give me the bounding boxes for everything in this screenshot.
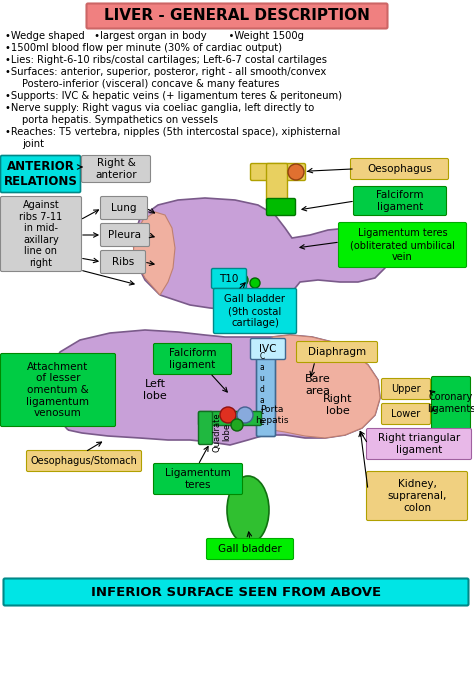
Text: u: u bbox=[260, 374, 264, 383]
PathPatch shape bbox=[48, 330, 380, 445]
Text: •Reaches: T5 vertebra, nipples (5th intercostal space), xiphisternal: •Reaches: T5 vertebra, nipples (5th inte… bbox=[5, 127, 340, 137]
Text: Porta
hepatis: Porta hepatis bbox=[255, 405, 289, 425]
FancyBboxPatch shape bbox=[213, 289, 297, 334]
Text: a: a bbox=[260, 363, 264, 372]
Text: porta hepatis. Sympathetics on vessels: porta hepatis. Sympathetics on vessels bbox=[22, 115, 218, 125]
Text: Oesophagus: Oesophagus bbox=[367, 164, 432, 174]
Text: Right triangular
ligament: Right triangular ligament bbox=[378, 433, 460, 455]
Ellipse shape bbox=[227, 476, 269, 544]
FancyBboxPatch shape bbox=[82, 155, 151, 182]
FancyBboxPatch shape bbox=[27, 450, 142, 472]
Text: •Nerve supply: Right vagus via coeliac ganglia, left directly to: •Nerve supply: Right vagus via coeliac g… bbox=[5, 103, 314, 113]
FancyBboxPatch shape bbox=[211, 269, 246, 289]
FancyBboxPatch shape bbox=[100, 250, 146, 273]
FancyBboxPatch shape bbox=[250, 164, 306, 180]
Text: •Supports: IVC & hepatic veins (+ ligamentum teres & peritoneum): •Supports: IVC & hepatic veins (+ ligame… bbox=[5, 91, 342, 101]
Text: Left
lobe: Left lobe bbox=[143, 379, 167, 401]
Text: Pleura: Pleura bbox=[109, 230, 142, 240]
FancyBboxPatch shape bbox=[100, 223, 149, 246]
FancyBboxPatch shape bbox=[199, 411, 262, 425]
Text: •Wedge shaped   •largest organ in body       •Weight 1500g: •Wedge shaped •largest organ in body •We… bbox=[5, 31, 304, 41]
FancyBboxPatch shape bbox=[86, 3, 388, 28]
Text: ANTERIOR
RELATIONS: ANTERIOR RELATIONS bbox=[4, 160, 77, 188]
Text: Gall bladder
(9th costal
cartilage): Gall bladder (9th costal cartilage) bbox=[225, 294, 285, 328]
Text: Quadrate
lobe: Quadrate lobe bbox=[212, 412, 232, 452]
Text: Diaphragm: Diaphragm bbox=[308, 347, 366, 357]
Text: •1500ml blood flow per minute (30% of cardiac output): •1500ml blood flow per minute (30% of ca… bbox=[5, 43, 282, 53]
Text: INFERIOR SURFACE SEEN FROM ABOVE: INFERIOR SURFACE SEEN FROM ABOVE bbox=[91, 586, 381, 598]
Text: Right
lobe: Right lobe bbox=[323, 394, 353, 416]
Text: Attachment
of lesser
omentum &
ligamentum
venosum: Attachment of lesser omentum & ligamentu… bbox=[27, 362, 90, 418]
FancyBboxPatch shape bbox=[350, 159, 448, 180]
Circle shape bbox=[250, 278, 260, 288]
FancyBboxPatch shape bbox=[354, 186, 447, 215]
Text: LIVER - GENERAL DESCRIPTION: LIVER - GENERAL DESCRIPTION bbox=[104, 9, 370, 24]
Text: •Lies: Right-6-10 ribs/costal cartilages; Left-6-7 costal cartilages: •Lies: Right-6-10 ribs/costal cartilages… bbox=[5, 55, 327, 65]
FancyBboxPatch shape bbox=[0, 155, 81, 192]
FancyBboxPatch shape bbox=[100, 197, 147, 219]
FancyBboxPatch shape bbox=[382, 404, 430, 425]
Text: Bare
area: Bare area bbox=[305, 374, 331, 396]
Circle shape bbox=[236, 274, 248, 286]
Text: Ligamentum
teres: Ligamentum teres bbox=[165, 468, 231, 490]
Text: Postero-inferior (visceral) concave & many features: Postero-inferior (visceral) concave & ma… bbox=[22, 79, 280, 89]
Text: Falciform
ligament: Falciform ligament bbox=[376, 190, 424, 212]
Text: Gall bladder: Gall bladder bbox=[218, 544, 282, 554]
Text: Coronary
ligaments: Coronary ligaments bbox=[427, 392, 474, 414]
FancyBboxPatch shape bbox=[338, 223, 466, 267]
Text: t: t bbox=[260, 407, 264, 416]
Text: IVC: IVC bbox=[259, 344, 277, 354]
FancyBboxPatch shape bbox=[154, 343, 231, 374]
FancyBboxPatch shape bbox=[366, 472, 467, 520]
Text: Against
ribs 7-11
in mid-
axillary
line on
right: Against ribs 7-11 in mid- axillary line … bbox=[19, 200, 63, 268]
FancyBboxPatch shape bbox=[207, 538, 293, 559]
Text: Oesophagus/Stomach: Oesophagus/Stomach bbox=[30, 456, 137, 466]
PathPatch shape bbox=[133, 198, 388, 312]
FancyBboxPatch shape bbox=[431, 376, 471, 429]
Circle shape bbox=[237, 407, 253, 423]
PathPatch shape bbox=[268, 335, 380, 438]
Text: Kidney,
suprarenal,
colon: Kidney, suprarenal, colon bbox=[387, 479, 447, 513]
Text: e: e bbox=[260, 418, 264, 427]
Text: Right &
anterior: Right & anterior bbox=[95, 158, 137, 180]
Text: Ligamentum teres
(obliterated umbilical
vein: Ligamentum teres (obliterated umbilical … bbox=[350, 228, 455, 262]
FancyBboxPatch shape bbox=[0, 197, 82, 271]
Text: Lower: Lower bbox=[392, 409, 420, 419]
Text: C: C bbox=[259, 352, 264, 361]
Text: Upper: Upper bbox=[391, 384, 421, 394]
Text: a: a bbox=[260, 396, 264, 405]
Text: •Surfaces: anterior, superior, posteror, right - all smooth/convex: •Surfaces: anterior, superior, posteror,… bbox=[5, 67, 326, 77]
Text: d: d bbox=[260, 385, 264, 394]
Text: T10: T10 bbox=[219, 273, 239, 283]
FancyBboxPatch shape bbox=[154, 464, 243, 495]
FancyBboxPatch shape bbox=[266, 164, 288, 205]
FancyBboxPatch shape bbox=[0, 353, 116, 427]
Text: Ribs: Ribs bbox=[112, 257, 134, 267]
Text: Lung: Lung bbox=[111, 203, 137, 213]
FancyBboxPatch shape bbox=[366, 429, 472, 460]
PathPatch shape bbox=[133, 212, 175, 295]
Circle shape bbox=[220, 407, 236, 423]
FancyBboxPatch shape bbox=[250, 339, 285, 359]
Circle shape bbox=[231, 419, 243, 431]
FancyBboxPatch shape bbox=[3, 579, 468, 606]
FancyBboxPatch shape bbox=[382, 378, 430, 400]
FancyBboxPatch shape bbox=[256, 343, 275, 437]
FancyBboxPatch shape bbox=[199, 411, 212, 444]
Text: joint: joint bbox=[22, 139, 44, 149]
FancyBboxPatch shape bbox=[266, 199, 295, 215]
Circle shape bbox=[288, 164, 304, 180]
Text: Falciform
ligament: Falciform ligament bbox=[169, 348, 216, 369]
FancyBboxPatch shape bbox=[297, 341, 377, 363]
